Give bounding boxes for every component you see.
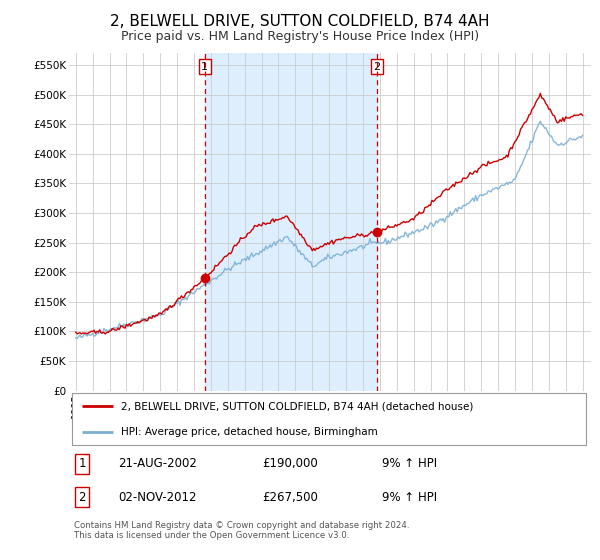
Text: 2, BELWELL DRIVE, SUTTON COLDFIELD, B74 4AH (detached house): 2, BELWELL DRIVE, SUTTON COLDFIELD, B74 … — [121, 401, 473, 411]
Text: £267,500: £267,500 — [262, 491, 318, 503]
Text: 2, BELWELL DRIVE, SUTTON COLDFIELD, B74 4AH: 2, BELWELL DRIVE, SUTTON COLDFIELD, B74 … — [110, 14, 490, 29]
Text: 02-NOV-2012: 02-NOV-2012 — [119, 491, 197, 503]
Text: 21-AUG-2002: 21-AUG-2002 — [119, 458, 197, 470]
Text: Contains HM Land Registry data © Crown copyright and database right 2024.
This d: Contains HM Land Registry data © Crown c… — [74, 521, 410, 540]
FancyBboxPatch shape — [71, 393, 586, 446]
Bar — [205, 53, 377, 391]
Text: Price paid vs. HM Land Registry's House Price Index (HPI): Price paid vs. HM Land Registry's House … — [121, 30, 479, 43]
Text: 2: 2 — [78, 491, 86, 503]
Text: £190,000: £190,000 — [262, 458, 318, 470]
Text: 2: 2 — [374, 62, 380, 72]
Text: HPI: Average price, detached house, Birmingham: HPI: Average price, detached house, Birm… — [121, 427, 378, 437]
Text: 9% ↑ HPI: 9% ↑ HPI — [382, 491, 437, 503]
Text: 1: 1 — [202, 62, 208, 72]
Text: 1: 1 — [78, 458, 86, 470]
Text: 9% ↑ HPI: 9% ↑ HPI — [382, 458, 437, 470]
